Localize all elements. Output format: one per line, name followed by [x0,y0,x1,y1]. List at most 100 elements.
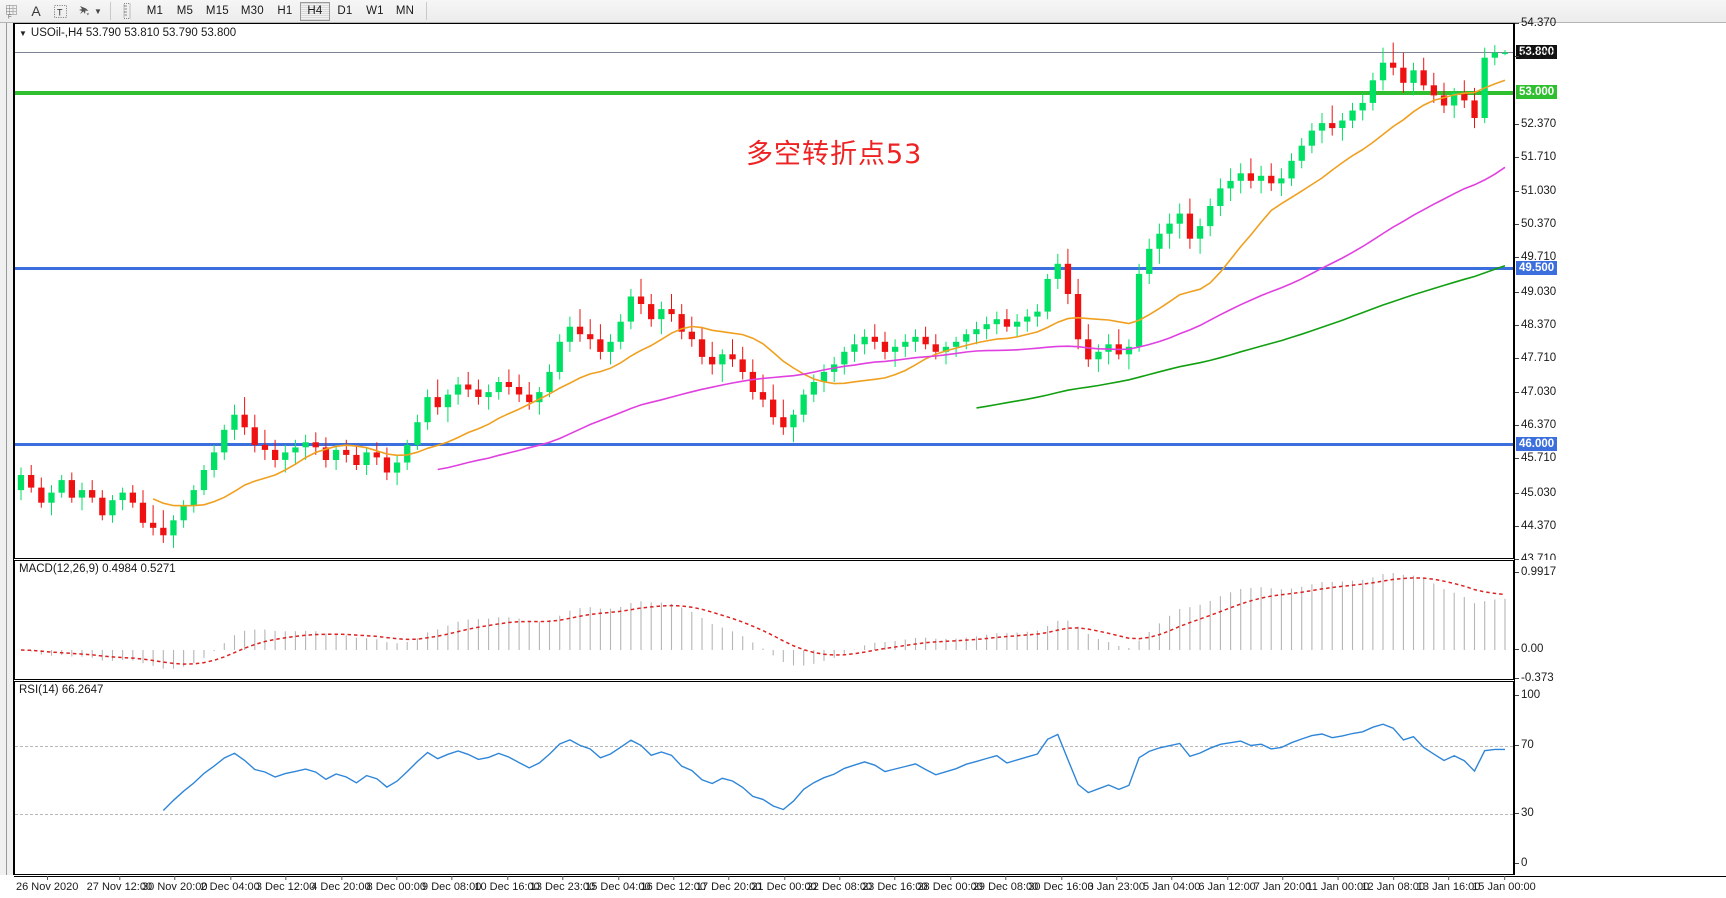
rsi-level-70 [15,746,1513,748]
price-tick-44.370: 44.370 [1514,519,1557,532]
symbol-caret-icon[interactable]: ▼ [19,28,27,38]
moving-average-series [152,79,1506,507]
rsi-tick-100: 100 [1514,689,1541,701]
rsi-series [162,723,1505,811]
objects-tool-icon[interactable] [72,1,96,22]
price-tick-47.030: 47.030 [1514,386,1557,399]
price-tick-49.710: 49.710 [1514,251,1557,264]
time-tick: 15 Dec 04:00 [585,876,651,893]
timeframe-h4[interactable]: H4 [299,1,330,21]
time-tick: 26 Nov 2020 [16,876,79,893]
time-tick: 4 Dec 20:00 [311,876,371,893]
time-tick: 13 Jan 16:00 [1416,876,1481,893]
macd-series [20,573,1506,669]
toolbar: F A T ▼ [0,0,1726,23]
timeframe-m1[interactable]: M1 [146,5,164,17]
timeframe-h1[interactable]: H1 [277,5,293,17]
svg-text:T: T [57,7,63,17]
price-tick-46.370: 46.370 [1514,419,1557,432]
timeframe-m15[interactable]: M15 [205,5,229,17]
price-badge-support-49-5[interactable]: 49.500 [1516,260,1558,275]
price-axis[interactable]: 54.370 53.800 53.710 53.000 52.370 51.710 51.0… [1514,17,1726,565]
time-tick: 21 Dec 00:00 [751,876,817,893]
time-tick: 27 Nov 12:00 [86,876,153,893]
last-price-line[interactable] [15,52,1513,54]
timeframe-m30[interactable]: M30 [240,5,264,17]
time-tick: 28 Dec 00:00 [917,876,983,893]
symbol-ohlc-text: USOil-,H4 53.790 53.810 53.790 53.800 [30,27,237,39]
price-badge-resistance-53[interactable]: 53.000 [1516,84,1558,99]
objects-dropdown-caret-icon[interactable]: ▼ [94,6,102,16]
macd-tick-0.00: 0.00 [1514,643,1544,656]
price-tick-50.370: 50.370 [1514,218,1557,231]
price-tick-54.370: 54.370 [1514,17,1557,29]
time-tick: 11 Jan 00:00 [1306,876,1370,893]
time-tick: 8 Dec 00:00 [366,876,426,893]
macd-panel[interactable]: MACD(12,26,9) 0.4984 0.5271 [14,560,1514,680]
support-line-49-5[interactable] [15,267,1513,271]
time-tick: 30 Nov 20:00 [142,876,208,893]
price-tick-52.370: 52.370 [1514,117,1557,130]
rsi-panel[interactable]: RSI(14) 66.2647 [14,681,1514,875]
text-tool-icon[interactable]: A [31,3,41,19]
rsi-tick-0: 0 [1514,857,1528,869]
price-tick-47.710: 47.710 [1514,351,1557,364]
timeframe-mn[interactable]: MN [395,5,415,17]
price-badge-last-price[interactable]: 53.800 [1516,44,1558,59]
time-tick: 6 Jan 12:00 [1198,876,1256,893]
time-tick: 29 Dec 08:00 [972,876,1039,893]
time-tick: 22 Dec 08:00 [806,876,873,893]
macd-tick-0.9917: 0.9917 [1514,566,1557,578]
rsi-level-30 [15,813,1513,815]
time-tick: 12 Jan 08:00 [1361,876,1426,893]
timeframe-d1[interactable]: D1 [337,5,353,17]
toolbar-tools: F A T ▼ [0,0,105,23]
chart-annotation: 多空转折点53 [746,139,923,170]
timeframe-w1[interactable]: W1 [366,5,384,17]
time-tick: 5 Jan 04:00 [1142,876,1201,893]
rsi-tick-70: 70 [1515,739,1534,752]
rsi-tick-30: 30 [1515,806,1534,819]
time-tick: 16 Dec 12:00 [640,876,706,893]
time-tick: 3 Dec 12:00 [255,876,316,893]
timeframe-buttons: M1 M5 M15 M30 H1 H4 D1 W1 MN [140,0,420,23]
resistance-line-53[interactable] [15,90,1513,95]
price-tick-53.710: 53.710 [1514,50,1557,63]
macd-label: MACD(12,26,9) 0.4984 0.5271 [19,563,176,575]
time-tick: 23 Dec 16:00 [862,876,928,893]
time-tick: 2 Dec 04:00 [200,876,260,893]
chart-area: ▼ USOil-,H4 53.790 53.810 53.790 53.800 … [0,17,1726,898]
toolbar-separator [109,2,111,20]
rsi-label: RSI(14) 66.2647 [19,684,104,696]
time-tick: 3 Jan 23:00 [1087,876,1146,893]
macd-axis[interactable]: 0.9917 0.00 -0.373 [1514,560,1726,684]
support-line-46[interactable] [15,443,1513,447]
text-label-tool-icon[interactable]: T [48,1,72,22]
time-tick: 17 Dec 20:00 [695,876,762,893]
candlestick-series [17,42,1509,548]
crosshair-grid-icon[interactable]: F [0,1,24,22]
axis-divider [1514,23,1515,875]
time-tick: 15 Jan 00:00 [1472,876,1536,893]
time-tick: 13 Dec 23:00 [529,876,596,893]
time-tick: 30 Dec 16:00 [1028,876,1094,893]
time-tick: 7 Jan 20:00 [1253,876,1312,893]
price-panel[interactable]: ▼ USOil-,H4 53.790 53.810 53.790 53.800 … [14,23,1514,559]
svg-text:F: F [8,14,12,19]
price-tick-51.030: 51.030 [1514,184,1557,197]
toolbar-separator-2 [426,2,428,20]
timeframe-m5[interactable]: M5 [176,5,194,17]
price-badge-support-46[interactable]: 46.000 [1516,436,1558,451]
price-tick-45.710: 45.710 [1514,452,1557,465]
time-tick: 10 Dec 16:00 [474,876,540,893]
time-axis[interactable]: 26 Nov 2020 27 Nov 12:00 30 Nov 20:00 2 Dec… [14,876,1726,898]
chart-left-rail [0,23,14,875]
symbol-info: ▼ USOil-,H4 53.790 53.810 53.790 53.800 [19,27,236,39]
period-ruler-icon[interactable] [116,1,140,22]
time-tick: 9 Dec 08:00 [422,876,482,893]
rsi-axis[interactable]: 100 70 30 0 [1514,681,1726,875]
price-tick-51.710: 51.710 [1514,150,1557,163]
price-tick-48.370: 48.370 [1514,318,1557,331]
price-tick-45.030: 45.030 [1514,486,1557,499]
